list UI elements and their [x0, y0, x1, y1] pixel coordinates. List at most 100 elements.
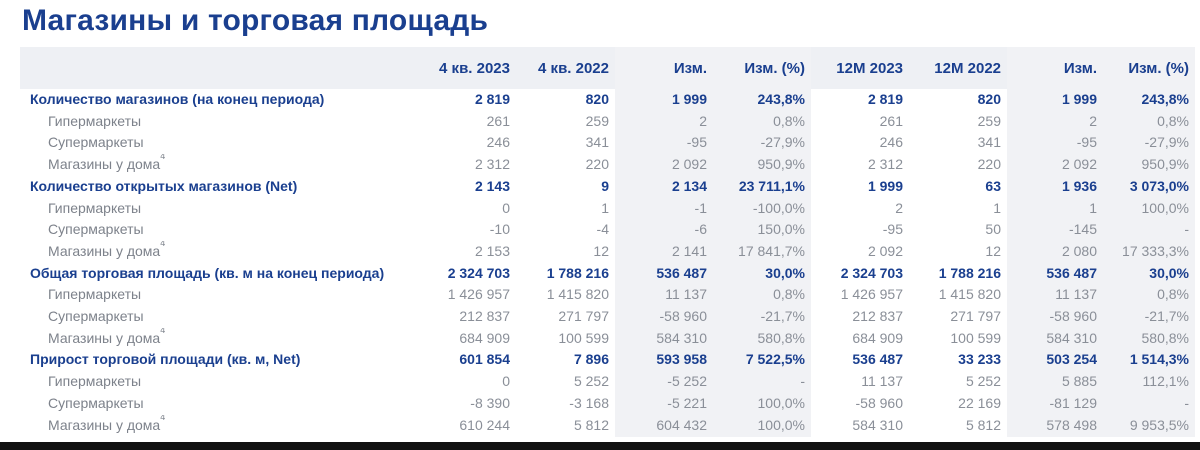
row-label: Количество открытых магазинов (Net) — [20, 176, 420, 198]
value-cell: 7 896 — [573, 351, 609, 368]
value-cell: -5 252 — [667, 373, 707, 390]
footnote-marker: 4 — [160, 240, 166, 248]
row-label-text: Магазины у дома — [48, 242, 161, 259]
value-cell: 950,9% — [757, 156, 805, 173]
value-cell: 1 999 — [867, 177, 903, 194]
value-cell: 150,0% — [757, 221, 805, 238]
value-cell: 2 143 — [474, 177, 510, 194]
value-cell: -58 960 — [1049, 308, 1097, 325]
value-cell: 2 819 — [474, 91, 510, 107]
value-cell: -21,7% — [760, 308, 805, 325]
row-label-text: Магазины у дома — [48, 329, 161, 346]
value-cell: 5 812 — [573, 416, 609, 433]
footnote-marker: 4 — [160, 414, 166, 422]
value-cell: 1 788 216 — [938, 264, 1001, 281]
value-cell: 1 999 — [671, 91, 707, 107]
value-cell: 246 — [879, 134, 903, 151]
table-row: Супермаркеты 212 837 271 797 -58 960 -21,7% 2… — [20, 306, 1195, 328]
column-shade-quarter-change — [615, 47, 811, 437]
value-cell: -100,0% — [752, 199, 805, 216]
value-cell: 100 599 — [558, 329, 609, 346]
row-label: Магазины у дома4 — [20, 415, 420, 437]
value-cell: 271 797 — [950, 308, 1001, 325]
value-cell: 0,8% — [773, 112, 805, 129]
value-cell: 30,0% — [765, 264, 805, 281]
value-cell: 2 — [895, 199, 903, 216]
table-row: Супермаркеты 246 341 -95 -27,9% 246 341 -95 -27,… — [20, 132, 1195, 154]
value-cell: 2 — [1089, 112, 1097, 129]
table-row: Магазины у дома4 2 153 12 2 141 17 841,7% 2 0… — [20, 241, 1195, 263]
value-cell: 610 244 — [459, 416, 510, 433]
value-cell: 261 — [486, 112, 510, 129]
value-cell: 12 — [593, 242, 609, 259]
value-cell: 950,9% — [1141, 156, 1189, 173]
value-cell: 341 — [977, 134, 1001, 151]
value-cell: 220 — [585, 156, 609, 173]
value-cell: -58 960 — [659, 308, 707, 325]
value-cell: 50 — [985, 221, 1001, 238]
row-label-text: Гипермаркеты — [48, 286, 142, 303]
footnote-marker: 4 — [160, 154, 166, 162]
value-cell: 2 092 — [1061, 156, 1097, 173]
column-header: 4 кв. 2023 — [439, 59, 510, 77]
value-cell: 100,0% — [757, 394, 805, 411]
value-cell: 212 837 — [459, 308, 510, 325]
value-cell: 2 324 703 — [840, 264, 903, 281]
value-cell: 63 — [985, 177, 1001, 194]
row-label-text: Количество магазинов (на конец периода) — [30, 91, 325, 107]
value-cell: 584 310 — [852, 416, 903, 433]
value-cell: 1 426 957 — [840, 286, 903, 303]
value-cell: 5 252 — [573, 373, 609, 390]
row-label-text: Гипермаркеты — [48, 112, 142, 129]
row-label-text: Супермаркеты — [48, 221, 144, 238]
column-header: Изм. (%) — [744, 59, 805, 77]
row-label-text: Супермаркеты — [48, 134, 144, 151]
value-cell: 11 137 — [1055, 286, 1097, 303]
value-cell: 243,8% — [1141, 91, 1189, 107]
table-row: Магазины у дома4 2 312 220 2 092 950,9% 2 312… — [20, 154, 1195, 176]
value-cell: 259 — [585, 112, 609, 129]
value-cell: -27,9% — [760, 134, 805, 151]
value-cell: 9 953,5% — [1129, 416, 1189, 433]
value-cell: - — [1184, 394, 1189, 411]
value-cell: 1 999 — [1061, 91, 1097, 107]
table-row: Супермаркеты -10 -4 -6 150,0% -95 50 -145 - — [20, 219, 1195, 241]
value-cell: -81 129 — [1049, 394, 1097, 411]
table-row: Гипермаркеты 261 259 2 0,8% 261 259 2 0,8% — [20, 111, 1195, 133]
value-cell: -95 — [882, 221, 903, 238]
value-cell: -3 168 — [569, 394, 609, 411]
value-cell: 5 812 — [965, 416, 1001, 433]
value-cell: 584 310 — [1046, 329, 1097, 346]
value-cell: -8 390 — [470, 394, 510, 411]
value-cell: 820 — [977, 91, 1001, 107]
value-cell: 220 — [977, 156, 1001, 173]
column-header: 4 кв. 2022 — [538, 59, 609, 77]
row-label: Прирост торговой площади (кв. м, Net) — [20, 349, 420, 371]
column-header: 12М 2023 — [836, 59, 903, 77]
value-cell: -58 960 — [855, 394, 903, 411]
value-cell: 2 092 — [671, 156, 707, 173]
value-cell: 0 — [502, 199, 510, 216]
table-row: Количество открытых магазинов (Net) 2 143… — [20, 176, 1195, 198]
value-cell: 112,1% — [1142, 373, 1189, 390]
value-cell: 2 153 — [474, 242, 510, 259]
row-label-text: Гипермаркеты — [48, 373, 142, 390]
row-label-text: Прирост торговой площади (кв. м, Net) — [30, 351, 301, 368]
value-cell: 1 426 957 — [447, 286, 510, 303]
row-label: Общая торговая площадь (кв. м на конец п… — [20, 263, 420, 285]
value-cell: 9 — [601, 177, 609, 194]
value-cell: 820 — [585, 91, 609, 107]
table-row: Гипермаркеты 0 1 -1 -100,0% 2 1 1 100,0% — [20, 198, 1195, 220]
value-cell: 684 909 — [852, 329, 903, 346]
value-cell: 1 — [1089, 199, 1097, 216]
value-cell: 503 254 — [1046, 351, 1097, 368]
value-cell: 12 — [985, 242, 1001, 259]
table-row: Общая торговая площадь (кв. м на конец п… — [20, 263, 1195, 285]
row-label: Количество магазинов (на конец периода) — [20, 89, 420, 111]
value-cell: 243,8% — [757, 91, 805, 107]
value-cell: 100,0% — [1141, 199, 1189, 216]
value-cell: 601 854 — [459, 351, 510, 368]
row-label-text: Магазины у дома — [48, 416, 161, 433]
value-cell: 3 073,0% — [1129, 177, 1189, 194]
value-cell: 5 252 — [965, 373, 1001, 390]
